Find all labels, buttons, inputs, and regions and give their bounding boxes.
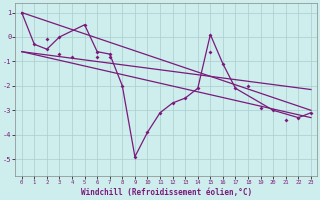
X-axis label: Windchill (Refroidissement éolien,°C): Windchill (Refroidissement éolien,°C): [81, 188, 252, 197]
